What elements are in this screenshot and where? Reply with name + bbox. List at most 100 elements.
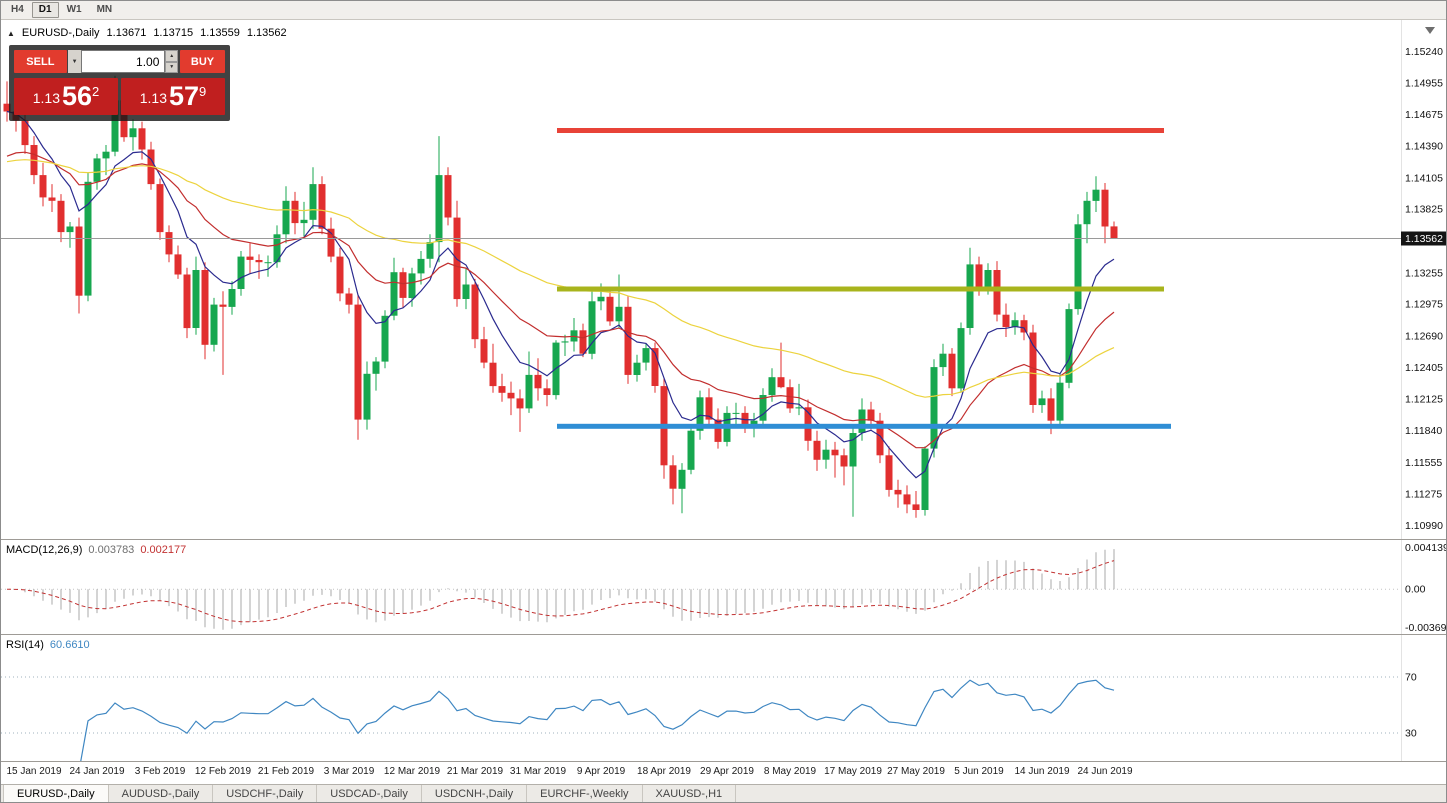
panel-splitter[interactable] — [1, 634, 1446, 635]
chart-tab-eurchf-weekly[interactable]: EURCHF-,Weekly — [527, 785, 643, 802]
chart-tab-audusd-daily[interactable]: AUDUSD-,Daily — [109, 785, 214, 802]
trade-controls-row: SELL ▼ ▲ ▼ BUY — [14, 50, 225, 73]
bid-prefix: 1.13 — [32, 90, 60, 106]
chart-tab-xauusd-h1[interactable]: XAUUSD-,H1 — [643, 785, 737, 802]
volume-stepper: ▲ ▼ — [165, 50, 179, 73]
price-chart-panel[interactable]: 1.15240 1.14955 1.14675 1.14390 1.14105 1.138… — [1, 20, 1447, 539]
rsi-value: 60.6610 — [49, 639, 90, 651]
ask-prefix: 1.13 — [139, 90, 167, 106]
volume-decrease-button[interactable]: ▼ — [165, 61, 179, 73]
chart-tab-usdchf-daily[interactable]: USDCHF-,Daily — [213, 785, 318, 802]
bid-price-button[interactable]: 1.13 56 2 — [14, 78, 118, 115]
date-axis-label: 24 Jun 2019 — [1077, 766, 1133, 777]
price-axis-label: 1.12975 — [1405, 299, 1443, 311]
volume-increase-button[interactable]: ▲ — [165, 50, 179, 62]
date-axis-label: 5 Jun 2019 — [954, 766, 1004, 777]
timeframe-toolbar: H4 D1 W1 MN — [1, 1, 1446, 20]
current-price-value: 1.13562 — [1405, 233, 1443, 245]
rsi-panel[interactable]: 70 30 RSI(14) 60.6610 — [1, 635, 1447, 761]
timeframe-button-mn[interactable]: MN — [96, 4, 113, 15]
order-options-dropdown[interactable]: ▼ — [67, 50, 82, 73]
macd-axis-label: 0.004139 — [1405, 542, 1447, 554]
price-axis-label: 1.11840 — [1405, 425, 1442, 437]
timeframe-buttons: H4 D1 W1 MN — [4, 2, 119, 18]
high-value: 1.13715 — [153, 27, 194, 39]
date-axis-label: 14 Jun 2019 — [1014, 766, 1070, 777]
price-axis-label: 1.12405 — [1405, 362, 1443, 374]
ohlc-info-line: ▲ EURUSD-,Daily 1.13671 1.13715 1.13559 … — [7, 27, 287, 39]
chart-tab-eurusd-daily[interactable]: EURUSD-,Daily — [3, 785, 109, 802]
date-axis-label: 15 Jan 2019 — [6, 766, 62, 777]
mid-ma — [6, 151, 1115, 449]
date-axis-label: 21 Mar 2019 — [446, 766, 504, 777]
rsi-canvas[interactable]: 70 30 — [1, 635, 1447, 761]
chart-shift-marker[interactable] — [1425, 27, 1435, 34]
symbol-label: EURUSD-,Daily — [21, 27, 100, 39]
bid-pip-digit: 2 — [92, 84, 100, 99]
macd-canvas[interactable]: 0.004139 0.00 -0.003699 — [1, 540, 1447, 634]
buy-button[interactable]: BUY — [180, 50, 225, 73]
date-axis-label: 12 Feb 2019 — [194, 766, 252, 777]
macd-axis-label: 0.00 — [1405, 584, 1426, 596]
rsi-level-label: 30 — [1405, 728, 1417, 740]
macd-panel[interactable]: 0.004139 0.00 -0.003699 MACD(12,26,9) 0.00… — [1, 540, 1447, 634]
macd-main-value: 0.003783 — [88, 544, 135, 556]
fast-ma — [6, 110, 1115, 479]
macd-label: MACD(12,26,9) 0.003783 0.002177 — [6, 544, 186, 556]
panel-splitter[interactable] — [1, 761, 1446, 762]
mid-line[interactable] — [557, 286, 1164, 292]
price-axis-label: 1.13825 — [1405, 204, 1443, 216]
trade-panel-collapse-icon[interactable]: ▲ — [7, 28, 15, 38]
price-axis-label: 1.15240 — [1405, 46, 1443, 58]
price-axis-label: 1.11555 — [1405, 457, 1442, 469]
candles-series — [3, 75, 1118, 518]
chart-tab-usdcnh-daily[interactable]: USDCNH-,Daily — [422, 785, 528, 802]
price-axis-label: 1.14675 — [1405, 109, 1443, 121]
rsi-level-label: 70 — [1405, 672, 1417, 684]
timeframe-button-d1[interactable]: D1 — [31, 2, 59, 18]
chart-tab-usdcad-daily[interactable]: USDCAD-,Daily — [317, 785, 422, 802]
close-value: 1.13562 — [246, 27, 287, 39]
date-axis-label: 8 May 2019 — [763, 766, 817, 777]
macd-axis-label: -0.003699 — [1405, 622, 1447, 634]
resistance-line[interactable] — [557, 128, 1164, 133]
bid-main-digits: 56 — [61, 81, 93, 111]
time-axis[interactable]: 15 Jan 2019 24 Jan 2019 3 Feb 2019 12 Feb 2… — [1, 762, 1446, 784]
date-axis-label: 12 Mar 2019 — [383, 766, 441, 777]
date-axis-label: 3 Mar 2019 — [323, 766, 375, 777]
price-axis-label: 1.13255 — [1405, 267, 1443, 279]
chart-tabs-bar: EURUSD-,Daily AUDUSD-,Daily USDCHF-,Daily U… — [1, 784, 1446, 802]
timeframe-button-h4[interactable]: H4 — [11, 4, 24, 15]
rsi-label: RSI(14) 60.6610 — [6, 639, 90, 651]
price-chart-canvas[interactable]: 1.15240 1.14955 1.14675 1.14390 1.14105 1.138… — [1, 20, 1447, 539]
macd-signal-value: 0.002177 — [140, 544, 187, 556]
current-price-tag — [1401, 231, 1446, 246]
date-axis-label: 3 Feb 2019 — [134, 766, 186, 777]
support-line[interactable] — [557, 423, 1171, 429]
date-axis-label: 17 May 2019 — [824, 766, 882, 777]
price-axis-label: 1.14105 — [1405, 172, 1443, 184]
open-value: 1.13671 — [106, 27, 147, 39]
ask-price-button[interactable]: 1.13 57 9 — [121, 78, 225, 115]
ask-main-digits: 57 — [168, 81, 200, 111]
trade-prices-row: 1.13 56 2 1.13 57 9 — [14, 78, 225, 115]
price-axis-label: 1.14390 — [1405, 141, 1443, 153]
date-axis-label: 27 May 2019 — [887, 766, 945, 777]
date-axis-label: 21 Feb 2019 — [257, 766, 315, 777]
chevron-down-icon: ▼ — [71, 58, 78, 65]
date-axis-label: 18 Apr 2019 — [637, 766, 691, 777]
sell-button[interactable]: SELL — [14, 50, 67, 73]
price-axis-label: 1.14955 — [1405, 78, 1443, 90]
rsi-name: RSI(14) — [6, 639, 44, 651]
date-axis-label: 24 Jan 2019 — [69, 766, 125, 777]
timeframe-button-w1[interactable]: W1 — [66, 4, 82, 15]
date-axis-label: 29 Apr 2019 — [700, 766, 754, 777]
panel-splitter[interactable] — [1, 539, 1446, 540]
volume-input[interactable] — [81, 50, 166, 73]
low-value: 1.13559 — [200, 27, 240, 39]
date-axis-label: 9 Apr 2019 — [576, 766, 626, 777]
macd-name: MACD(12,26,9) — [6, 544, 83, 556]
slow-ma — [6, 159, 1115, 398]
